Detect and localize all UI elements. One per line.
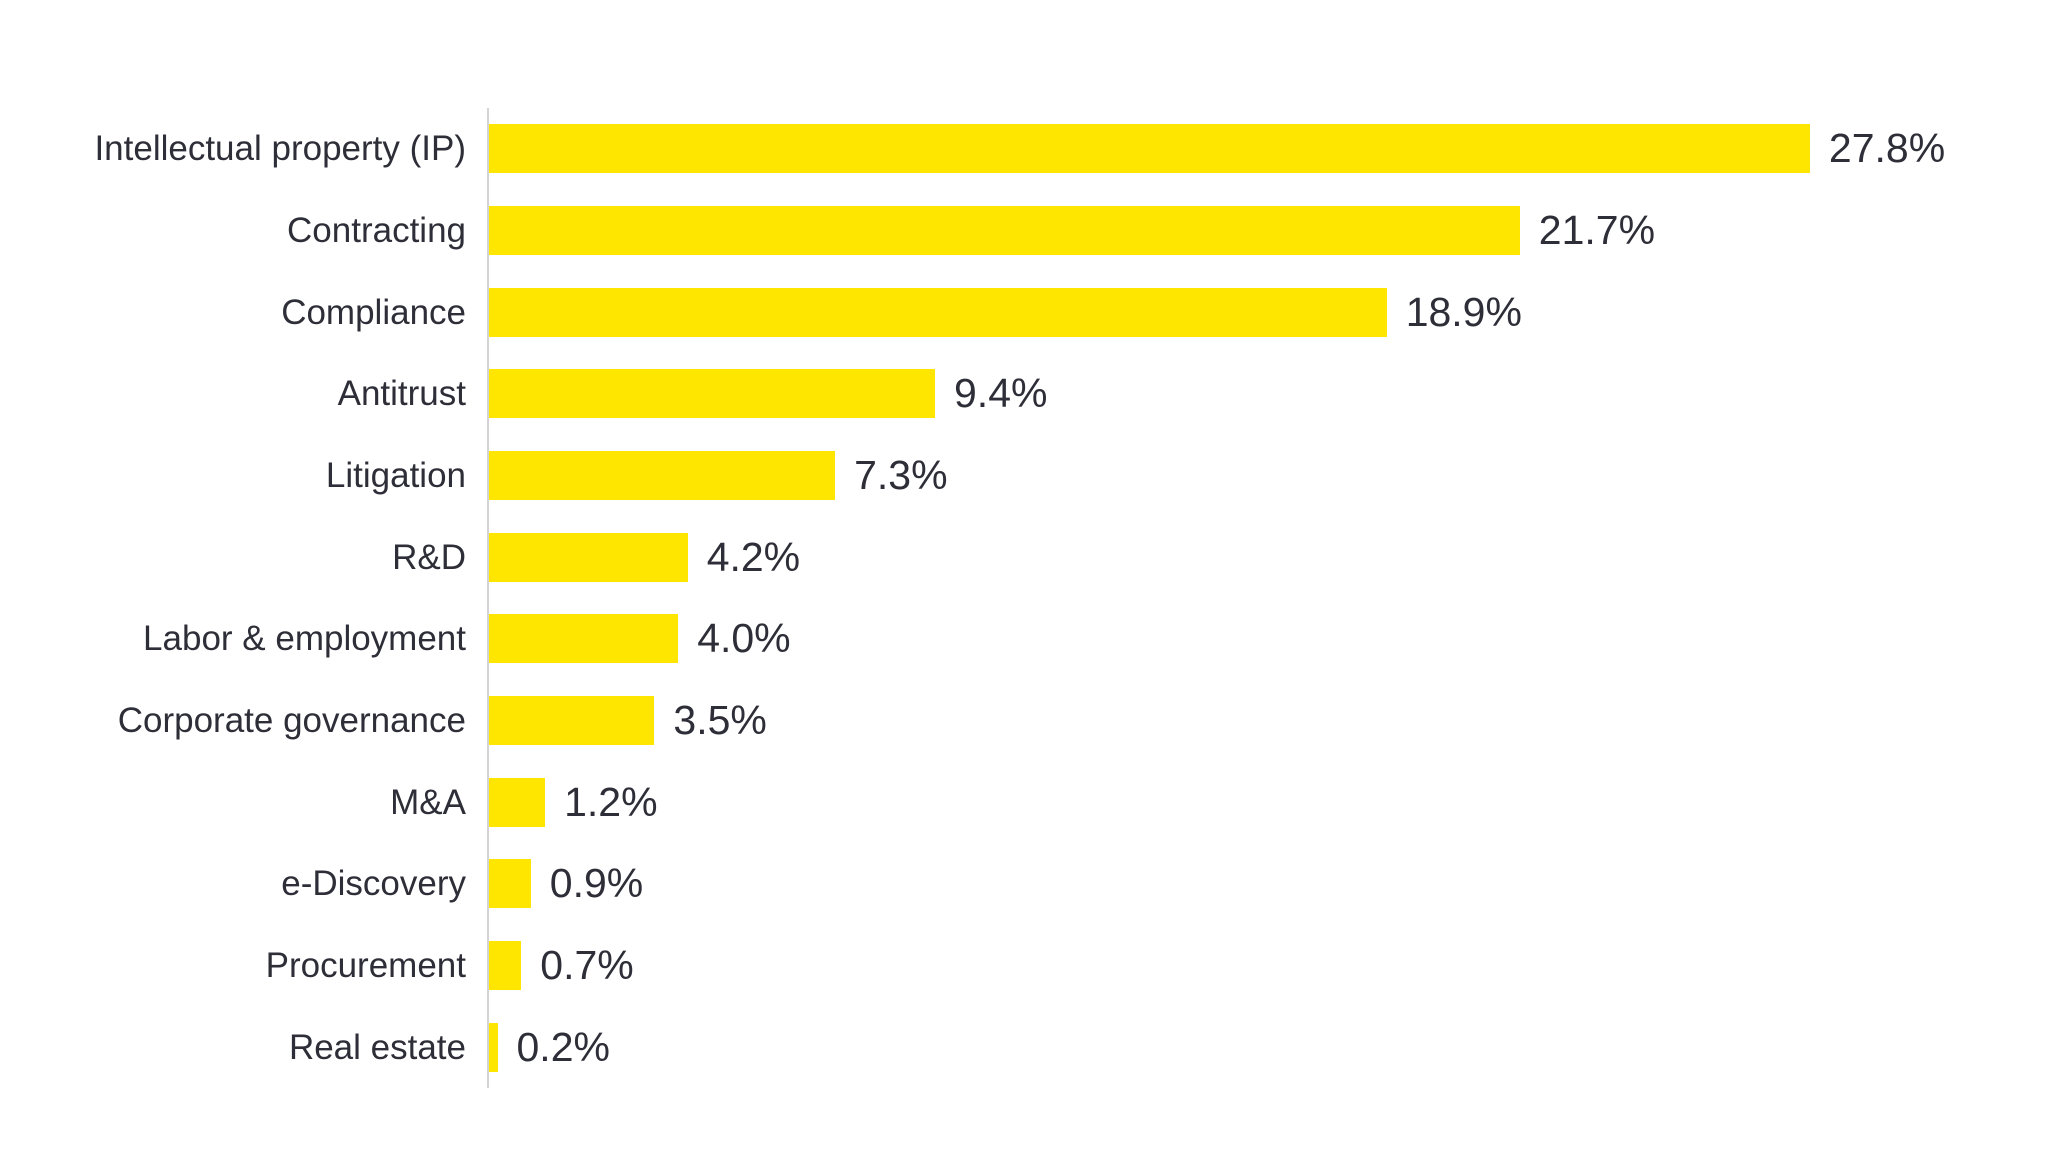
bar — [488, 287, 1387, 337]
value-label: 1.2% — [564, 778, 658, 825]
bar-row: e-Discovery 0.9% — [0, 843, 2048, 925]
bar-track: 0.2% — [488, 1006, 2048, 1088]
value-label: 7.3% — [854, 452, 948, 499]
bar-track: 27.8% — [488, 108, 2048, 190]
category-label: M&A — [390, 782, 466, 822]
bar-row: M&A 1.2% — [0, 761, 2048, 843]
bar — [488, 124, 1810, 174]
value-label: 0.9% — [549, 860, 644, 907]
value-label: 4.2% — [706, 533, 801, 580]
bar-row: Real estate 0.2% — [0, 1006, 2048, 1088]
value-label: 4.0% — [697, 615, 791, 662]
bar-track: 18.9% — [488, 271, 2048, 353]
value-label: 27.8% — [1828, 125, 1946, 172]
bar-track: 7.3% — [488, 435, 2048, 517]
y-axis-line — [487, 108, 489, 1088]
value-label: 0.2% — [516, 1023, 610, 1070]
category-label: Corporate governance — [117, 701, 466, 741]
value-label: 3.5% — [673, 697, 767, 744]
bar-track: 4.2% — [488, 516, 2048, 598]
value-label: 21.7% — [1538, 207, 1656, 253]
bar-row: Labor & employment 4.0% — [0, 598, 2048, 680]
bar-track: 3.5% — [488, 680, 2048, 762]
bar — [488, 859, 531, 909]
bar — [488, 532, 688, 582]
bar-row: Litigation 7.3% — [0, 435, 2048, 517]
bar — [488, 777, 546, 827]
bar — [488, 941, 522, 991]
bar — [488, 206, 1520, 255]
category-label: Labor & employment — [143, 619, 466, 659]
bar-track: 4.0% — [488, 598, 2048, 680]
category-label: Compliance — [281, 292, 466, 332]
bar — [488, 451, 836, 501]
bar-row: Intellectual property (IP) 27.8% — [0, 108, 2048, 190]
category-label: R&D — [392, 537, 466, 577]
bar-row: Antitrust 9.4% — [0, 353, 2048, 435]
bar-track: 21.7% — [488, 190, 2048, 272]
bar-row: Procurement 0.7% — [0, 925, 2048, 1007]
bar-track: 9.4% — [488, 353, 2048, 435]
bar-track: 0.9% — [488, 843, 2048, 925]
category-label: Contracting — [287, 211, 466, 250]
bar-track: 0.7% — [488, 925, 2048, 1007]
category-label: Intellectual property (IP) — [94, 129, 466, 169]
value-label: 18.9% — [1405, 288, 1522, 335]
value-label: 0.7% — [540, 942, 634, 989]
bar — [488, 696, 655, 746]
bar-row: Contracting 21.7% — [0, 190, 2048, 272]
bar — [488, 614, 679, 664]
category-label: Litigation — [325, 456, 466, 496]
category-label: Antitrust — [337, 374, 466, 414]
value-label: 9.4% — [954, 370, 1048, 417]
bar-rows: Intellectual property (IP) 27.8% Contrac… — [0, 108, 2048, 1088]
category-label: e-Discovery — [281, 864, 466, 904]
bar — [488, 1022, 498, 1072]
category-label: Real estate — [288, 1027, 466, 1067]
bar-track: 1.2% — [488, 761, 2048, 843]
category-label: Procurement — [265, 946, 466, 986]
bar-row: Corporate governance 3.5% — [0, 680, 2048, 762]
bar — [488, 369, 935, 419]
bar-row: Compliance 18.9% — [0, 271, 2048, 353]
bar-row: R&D 4.2% — [0, 516, 2048, 598]
legal-workload-bar-chart: Intellectual property (IP) 27.8% Contrac… — [0, 108, 2048, 1088]
